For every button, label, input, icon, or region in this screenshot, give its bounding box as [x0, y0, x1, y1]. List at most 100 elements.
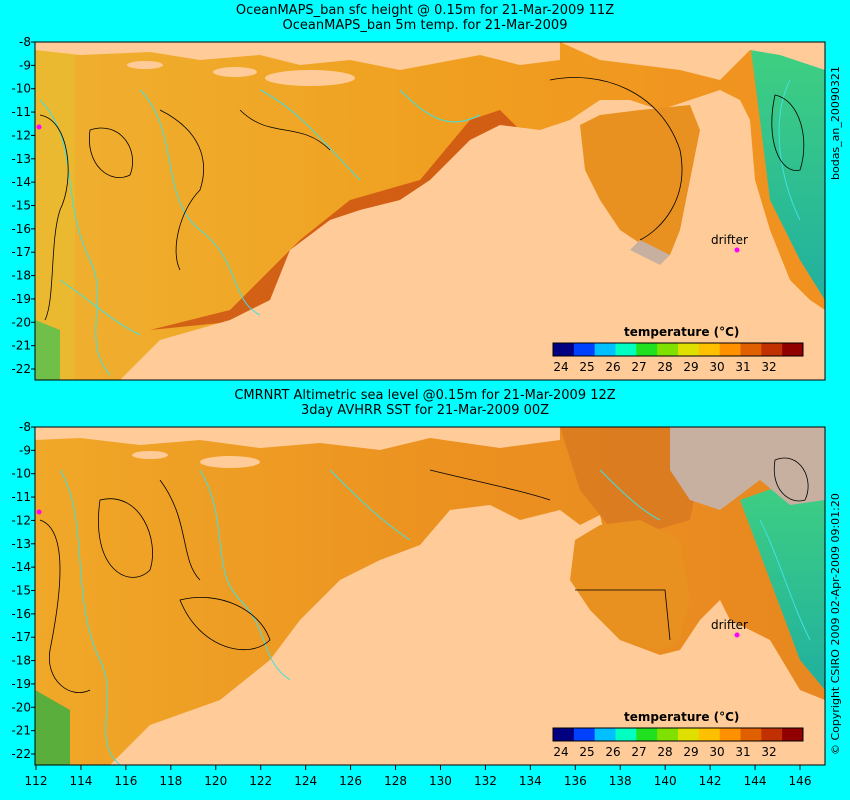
colorbar-swatch [636, 343, 658, 356]
colorbar-tick-label: 27 [631, 360, 646, 374]
bottom-east-cool-zone [740, 470, 825, 690]
bottom-colorbar-title: temperature (°C) [624, 710, 739, 724]
bottom-black-contours [39, 457, 809, 693]
top-gulf-nodata [630, 240, 670, 265]
x-tick-label: 124 [294, 774, 317, 788]
colorbar-tick-label: 29 [683, 360, 698, 374]
x-tick-label: 118 [159, 774, 182, 788]
colorbar-swatch [573, 728, 596, 741]
x-axis: 112 114 116 118 120 122 124 126 128 130 132 134 136 1… [25, 765, 812, 788]
colorbar-tick-label: 31 [735, 360, 750, 374]
bottom-island-1 [132, 451, 168, 459]
y-tick-label: -21 [11, 339, 31, 353]
y-tick-label: -14 [11, 560, 31, 574]
x-tick-label: 146 [789, 774, 812, 788]
bottom-gulf-of-carpentaria [570, 520, 690, 650]
y-tick-label: -9 [19, 443, 31, 457]
top-new-guinea [560, 42, 825, 80]
x-tick-label: 134 [519, 774, 542, 788]
x-tick-label: 142 [699, 774, 722, 788]
top-panel-title-2: OceanMAPS_ban 5m temp. for 21-Mar-2009 [282, 18, 568, 33]
top-timor-island [265, 70, 355, 86]
colorbar-swatch [761, 728, 783, 741]
y-tick-label: -19 [11, 292, 31, 306]
colorbar-swatch [615, 343, 637, 356]
x-tick-label: 122 [249, 774, 272, 788]
y-tick-label: -20 [11, 315, 31, 329]
y-tick-label: -18 [11, 654, 31, 668]
y-tick-label: -12 [11, 513, 31, 527]
colorbar-swatch [719, 343, 741, 356]
x-tick-label: 138 [609, 774, 632, 788]
y-tick-label: -9 [19, 58, 31, 72]
bottom-west-marker [36, 509, 42, 515]
bottom-panel-title-2: 3day AVHRR SST for 21-Mar-2009 00Z [300, 403, 550, 418]
y-tick-label: -10 [11, 82, 31, 96]
bottom-colorbar: 24 25 26 27 28 29 30 31 32 [552, 727, 804, 759]
top-map-frame [34, 41, 826, 381]
bottom-drifter-label: drifter [711, 618, 748, 632]
top-cyan-contours [39, 79, 801, 376]
top-colorbar-title: temperature (°C) [624, 325, 739, 339]
top-drifter-label: drifter [711, 233, 748, 247]
y-tick-label: -11 [11, 105, 31, 119]
colorbar-swatch [553, 728, 575, 741]
bottom-timor-island [200, 456, 260, 468]
y-tick-label: -8 [19, 35, 31, 49]
y-tick-label: -17 [11, 245, 31, 259]
colorbar-swatch [678, 728, 700, 741]
colorbar-swatch [719, 728, 741, 741]
colorbar-tick-label: 25 [579, 360, 594, 374]
x-tick-label: 140 [654, 774, 677, 788]
y-tick-label: -8 [19, 420, 31, 434]
bottom-australia-land [110, 505, 825, 765]
colorbar-frame [552, 342, 804, 357]
x-tick-label: 120 [204, 774, 227, 788]
y-tick-label: -13 [11, 152, 31, 166]
bottom-map-frame [34, 426, 826, 766]
x-tick-label: 144 [744, 774, 767, 788]
x-tick-label: 136 [564, 774, 587, 788]
bottom-indonesia-islands [35, 427, 560, 450]
x-tick-label: 128 [384, 774, 407, 788]
y-tick-label: -22 [11, 362, 31, 376]
top-west-marker [36, 124, 42, 130]
y-tick-label: -12 [11, 128, 31, 142]
colorbar-tick-label: 24 [553, 745, 568, 759]
y-tick-label: -18 [11, 269, 31, 283]
y-tick-label: -21 [11, 724, 31, 738]
colorbar-swatch [657, 728, 679, 741]
colorbar-tick-label: 27 [631, 745, 646, 759]
top-panel-title-1: OceanMAPS_ban sfc height @ 0.15m for 21-… [235, 3, 615, 18]
y-tick-label: -13 [11, 537, 31, 551]
x-tick-label: 112 [25, 774, 48, 788]
y-tick-label: -15 [11, 199, 31, 213]
top-island-1 [213, 67, 257, 77]
colorbar-tick-label: 30 [709, 360, 724, 374]
top-y-axis: -8 -9 -10 -11 -12 -13 -14 -15 -16 -17 -18 -19 -20 -21… [11, 35, 35, 376]
top-black-contours [39, 77, 805, 321]
top-drifter-marker [734, 247, 740, 253]
top-island-2 [127, 61, 163, 69]
top-gulf-of-carpentaria [580, 105, 700, 255]
top-map-panel: drifter temperature (°C) 24 25 26 27 28 29 30 3… [34, 41, 826, 381]
top-southwest-cool-patch [35, 320, 60, 380]
y-tick-label: -20 [11, 700, 31, 714]
y-tick-label: -10 [11, 467, 31, 481]
colorbar-tick-label: 26 [605, 745, 620, 759]
colorbar-swatch [615, 728, 637, 741]
bottom-southwest-cool-patch [35, 690, 70, 765]
top-east-cool-zone [750, 42, 825, 300]
colorbar-swatch [636, 728, 658, 741]
colorbar-tick-label: 26 [605, 360, 620, 374]
x-tick-label: 114 [69, 774, 92, 788]
colorbar-swatch [782, 728, 804, 741]
y-tick-label: -16 [11, 607, 31, 621]
y-tick-label: -14 [11, 175, 31, 189]
y-tick-label: -15 [11, 584, 31, 598]
colorbar-tick-label: 32 [761, 360, 776, 374]
bottom-map-panel: drifter temperature (°C) 24 25 26 27 28 29 30 3… [34, 426, 826, 766]
colorbar-tick-label: 29 [683, 745, 698, 759]
y-tick-label: -17 [11, 630, 31, 644]
